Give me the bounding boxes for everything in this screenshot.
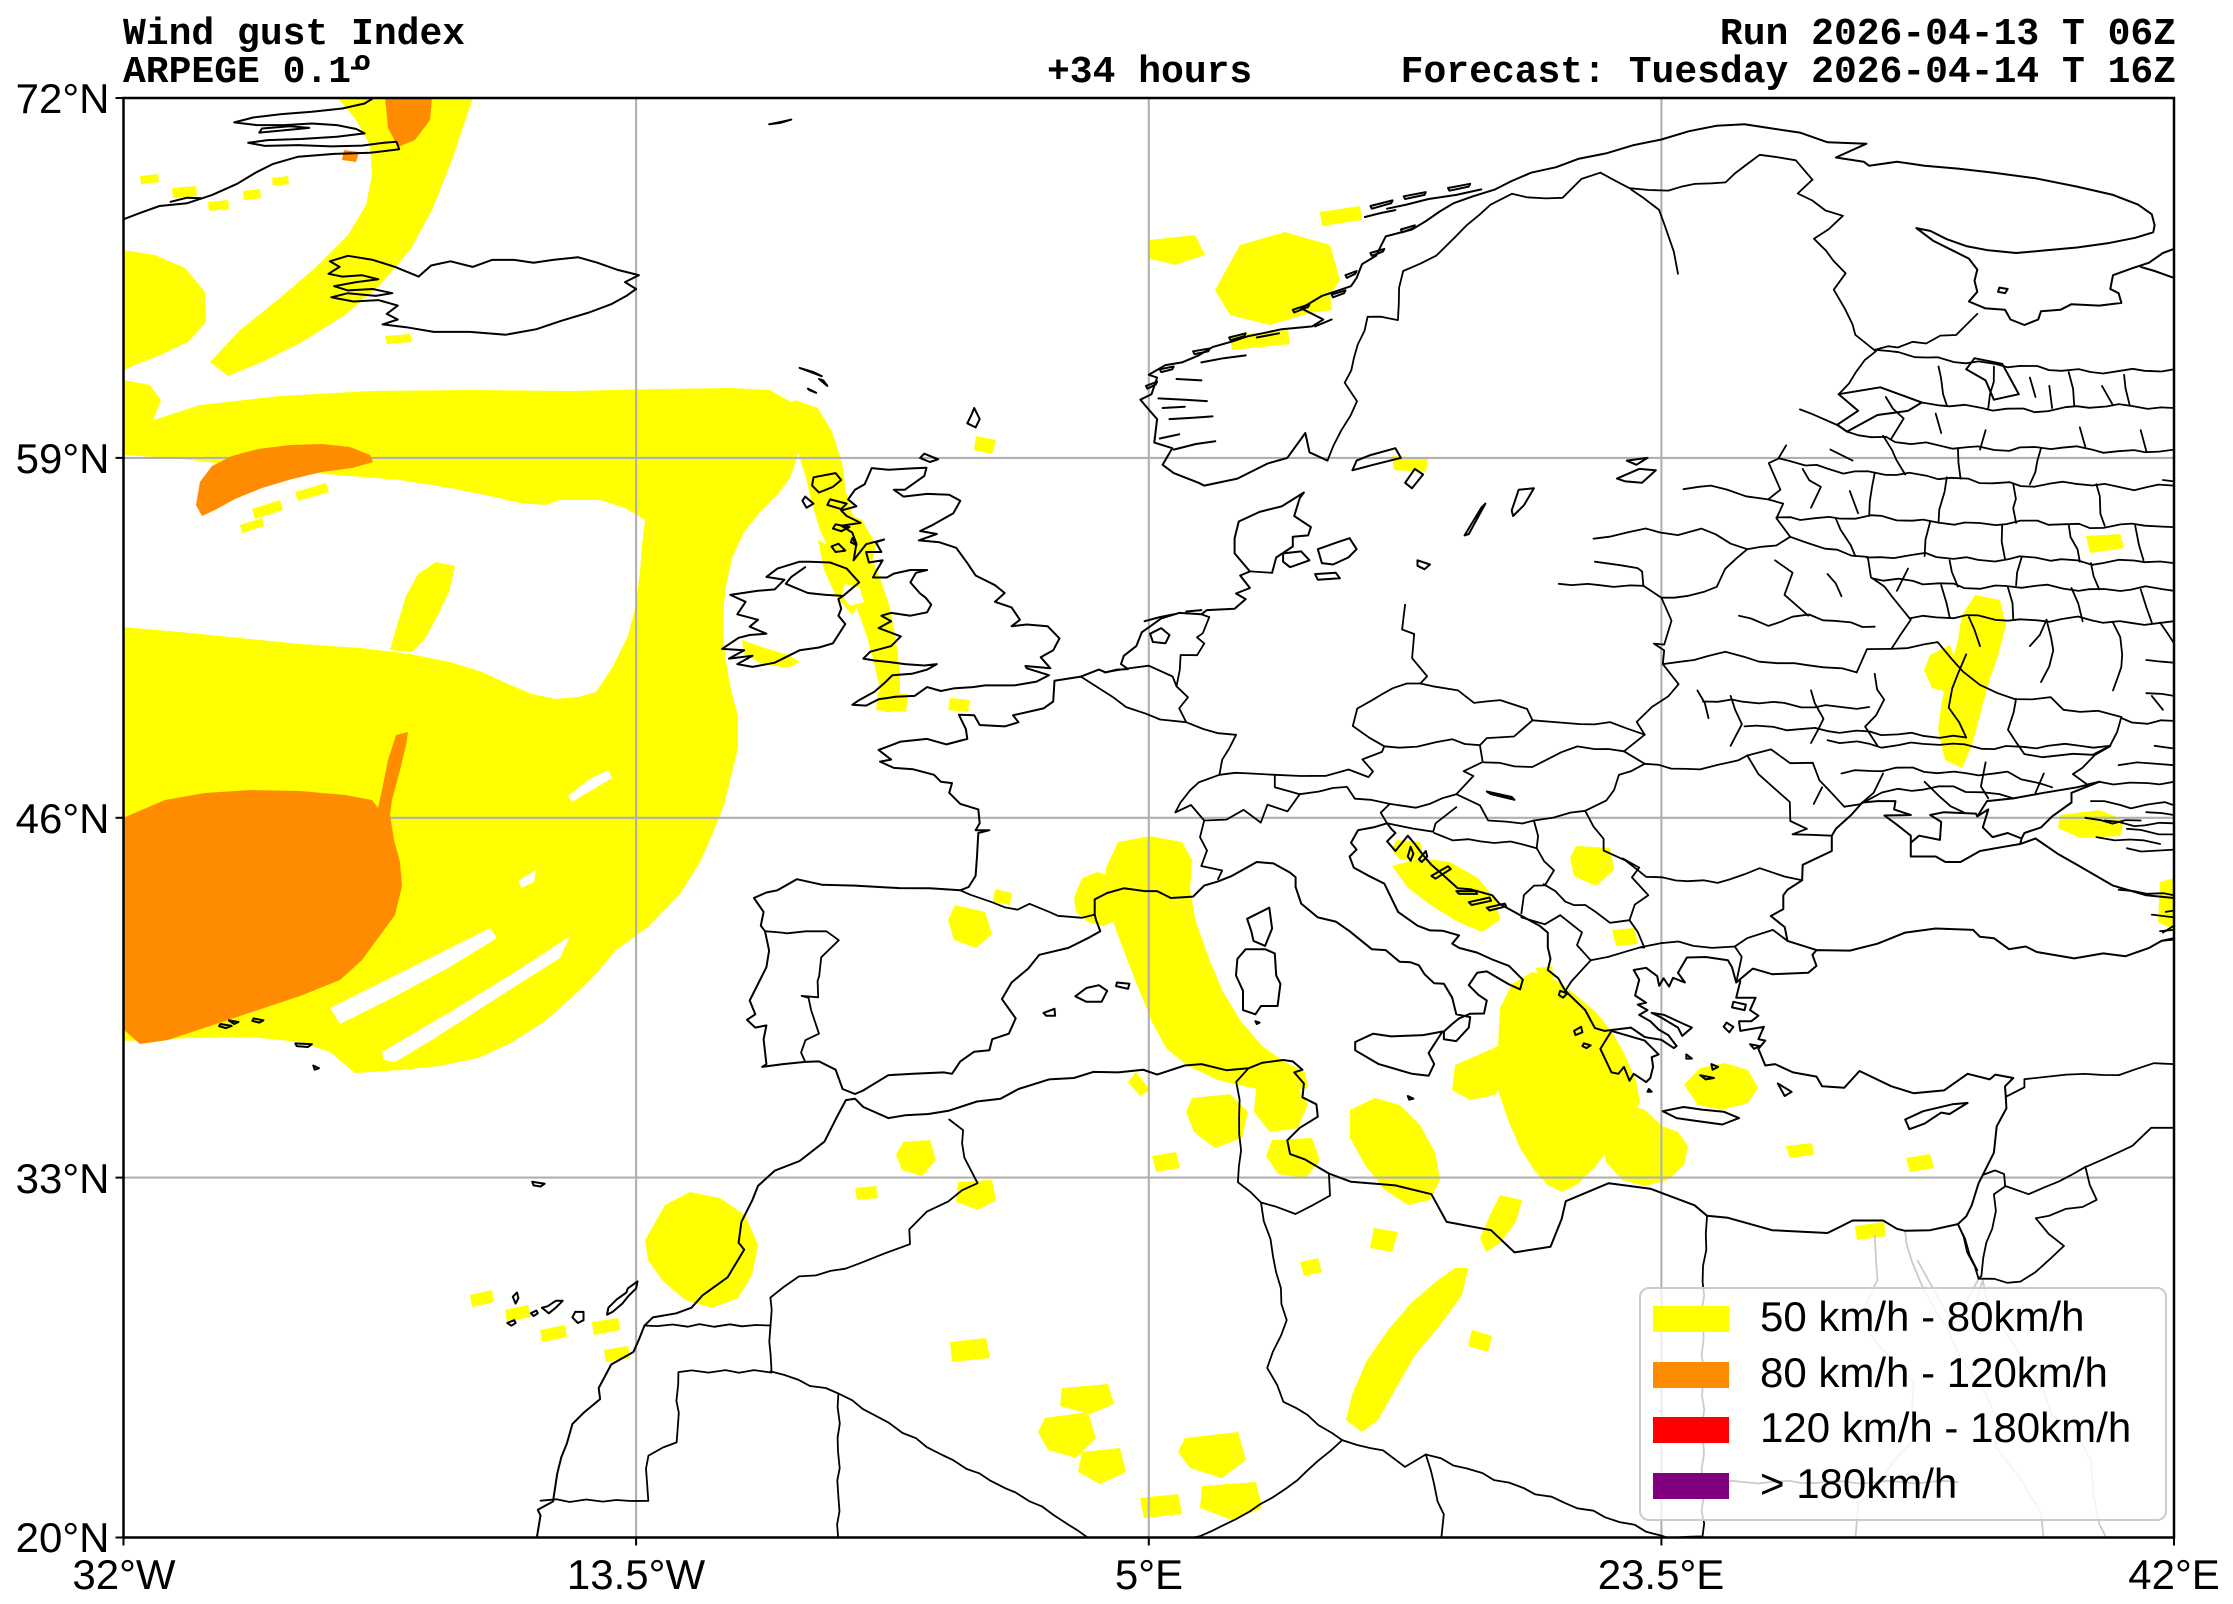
svg-text:23.5°E: 23.5°E xyxy=(1598,1551,1725,1598)
svg-text:33°N: 33°N xyxy=(16,1155,110,1202)
svg-text:Run 2026-04-13 T 06Z: Run 2026-04-13 T 06Z xyxy=(1720,13,2176,56)
svg-text:72°N: 72°N xyxy=(16,75,110,122)
svg-text:+34 hours: +34 hours xyxy=(1047,51,1252,94)
svg-text:59°N: 59°N xyxy=(16,435,110,482)
svg-text:80 km/h - 120km/h: 80 km/h - 120km/h xyxy=(1760,1349,2108,1396)
svg-text:20°N: 20°N xyxy=(16,1514,110,1561)
svg-text:46°N: 46°N xyxy=(16,795,110,842)
svg-text:13.5°W: 13.5°W xyxy=(567,1551,706,1598)
svg-text:> 180km/h: > 180km/h xyxy=(1760,1460,1957,1507)
svg-text:42°E: 42°E xyxy=(2128,1551,2220,1598)
svg-text:50 km/h - 80km/h: 50 km/h - 80km/h xyxy=(1760,1293,2084,1340)
svg-text:5°E: 5°E xyxy=(1115,1551,1183,1598)
svg-text:120 km/h - 180km/h: 120 km/h - 180km/h xyxy=(1760,1404,2131,1451)
svg-text:ARPEGE 0.1º: ARPEGE 0.1º xyxy=(123,51,374,94)
svg-text:Forecast: Tuesday 2026-04-14 T: Forecast: Tuesday 2026-04-14 T 16Z xyxy=(1401,51,2176,94)
svg-text:Wind gust Index: Wind gust Index xyxy=(123,13,465,56)
svg-text:32°W: 32°W xyxy=(72,1551,176,1598)
